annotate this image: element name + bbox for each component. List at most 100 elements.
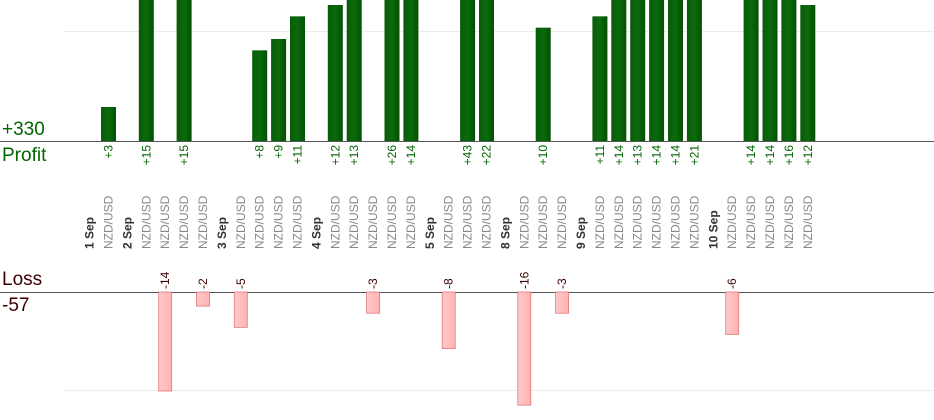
pair-label: NZD/USD (480, 195, 494, 249)
profit-bar (479, 0, 494, 141)
profit-total: +330 (2, 119, 45, 140)
pair-label: NZD/USD (536, 195, 550, 249)
date-label: 5 Sep (423, 217, 437, 249)
profit-value-label: +14 (612, 145, 626, 166)
pair-label: NZD/USD (234, 195, 248, 249)
profit-bar (327, 5, 343, 141)
pair-label: NZD/USD (404, 195, 418, 249)
profit-bar (781, 0, 797, 141)
profit-value-label: +21 (687, 145, 701, 166)
pair-label: NZD/USD (139, 195, 153, 249)
pair-label: NZD/USD (801, 195, 815, 249)
loss-bar (555, 291, 569, 314)
profit-value-label: +9 (272, 145, 286, 159)
pair-label: NZD/USD (347, 195, 361, 249)
pair-label: NZD/USD (631, 195, 645, 249)
profit-value-label: +3 (102, 145, 116, 159)
loss-value-label: -5 (234, 278, 248, 289)
pair-label: NZD/USD (555, 195, 569, 249)
loss-bar (517, 291, 532, 406)
profit-bar (592, 16, 608, 141)
profit-bar (101, 107, 116, 141)
loss-value-label: -3 (366, 278, 380, 289)
loss-value-label: -16 (517, 271, 531, 289)
date-label: 9 Sep (574, 217, 588, 249)
profit-value-label: +26 (385, 145, 399, 166)
pair-label: NZD/USD (177, 195, 191, 249)
profit-label: Profit (2, 145, 47, 166)
profit-value-label: +43 (461, 145, 475, 166)
loss-value-label: -8 (442, 278, 456, 289)
loss-bar (441, 291, 456, 349)
pair-label: NZD/USD (196, 195, 210, 249)
profit-value-label: +14 (404, 145, 418, 166)
loss-value-label: -2 (196, 278, 210, 289)
loss-value-label: -6 (725, 278, 739, 289)
pair-label: NZD/USD (687, 195, 701, 249)
profit-bar (290, 16, 305, 141)
profit-value-label: +8 (253, 145, 267, 159)
loss-bar (233, 291, 248, 328)
pair-label: NZD/USD (385, 195, 399, 249)
date-label: 3 Sep (215, 217, 229, 249)
pair-label: NZD/USD (612, 195, 626, 249)
profit-bar (686, 0, 702, 141)
pair-label: NZD/USD (650, 195, 664, 249)
date-label: 4 Sep (309, 217, 323, 249)
pair-label: NZD/USD (158, 195, 172, 249)
loss-bar (725, 291, 740, 335)
profit-value-label: +12 (801, 145, 815, 166)
loss-bar (366, 291, 381, 314)
profit-value-label: +14 (669, 145, 683, 166)
loss-bar (196, 291, 210, 307)
date-label: 10 Sep (706, 210, 720, 249)
pair-label: NZD/USD (102, 195, 116, 249)
profit-value-label: +10 (536, 145, 550, 166)
pair-label: NZD/USD (442, 195, 456, 249)
pair-label: NZD/USD (328, 195, 342, 249)
profit-value-label: +22 (480, 145, 494, 166)
profit-value-label: +16 (782, 145, 796, 166)
pair-label: NZD/USD (253, 195, 267, 249)
pair-label: NZD/USD (366, 195, 380, 249)
profit-bar (176, 0, 192, 141)
profit-bar (762, 0, 778, 141)
profit-bar (611, 0, 627, 141)
profit-value-label: +13 (631, 145, 645, 166)
profit-value-label: +13 (347, 145, 361, 166)
profit-value-label: +11 (593, 145, 607, 165)
pair-label: NZD/USD (272, 195, 286, 249)
loss-label: Loss (2, 269, 43, 290)
profit-value-label: +12 (328, 145, 342, 166)
pair-label: NZD/USD (517, 195, 531, 249)
profit-value-label: +15 (139, 145, 153, 166)
pair-label: NZD/USD (725, 195, 739, 249)
profit-bar (649, 0, 665, 141)
profit-bar (630, 0, 646, 141)
profit-bar (743, 0, 759, 141)
pair-label: NZD/USD (461, 195, 475, 249)
profit-value-label: +14 (650, 145, 664, 166)
pair-label: NZD/USD (744, 195, 758, 249)
profit-bar (403, 0, 419, 141)
profit-bar (460, 0, 476, 141)
profit-value-label: +11 (291, 145, 305, 165)
pair-label: NZD/USD (669, 195, 683, 249)
date-label: 1 Sep (83, 217, 97, 249)
profit-value-label: +15 (177, 145, 191, 166)
profit-bar (800, 5, 816, 141)
profit-value-label: +14 (763, 145, 777, 166)
pair-label: NZD/USD (782, 195, 796, 249)
pair-label: NZD/USD (763, 195, 777, 249)
loss-total: -57 (2, 295, 30, 316)
loss-value-label: -3 (555, 278, 569, 289)
date-label: 8 Sep (498, 217, 512, 249)
date-label: 2 Sep (120, 217, 134, 249)
pair-label: NZD/USD (291, 195, 305, 249)
profit-bar (384, 0, 400, 141)
profit-bar (346, 0, 362, 141)
profit-bar (535, 27, 551, 142)
profit-bar (271, 39, 287, 141)
